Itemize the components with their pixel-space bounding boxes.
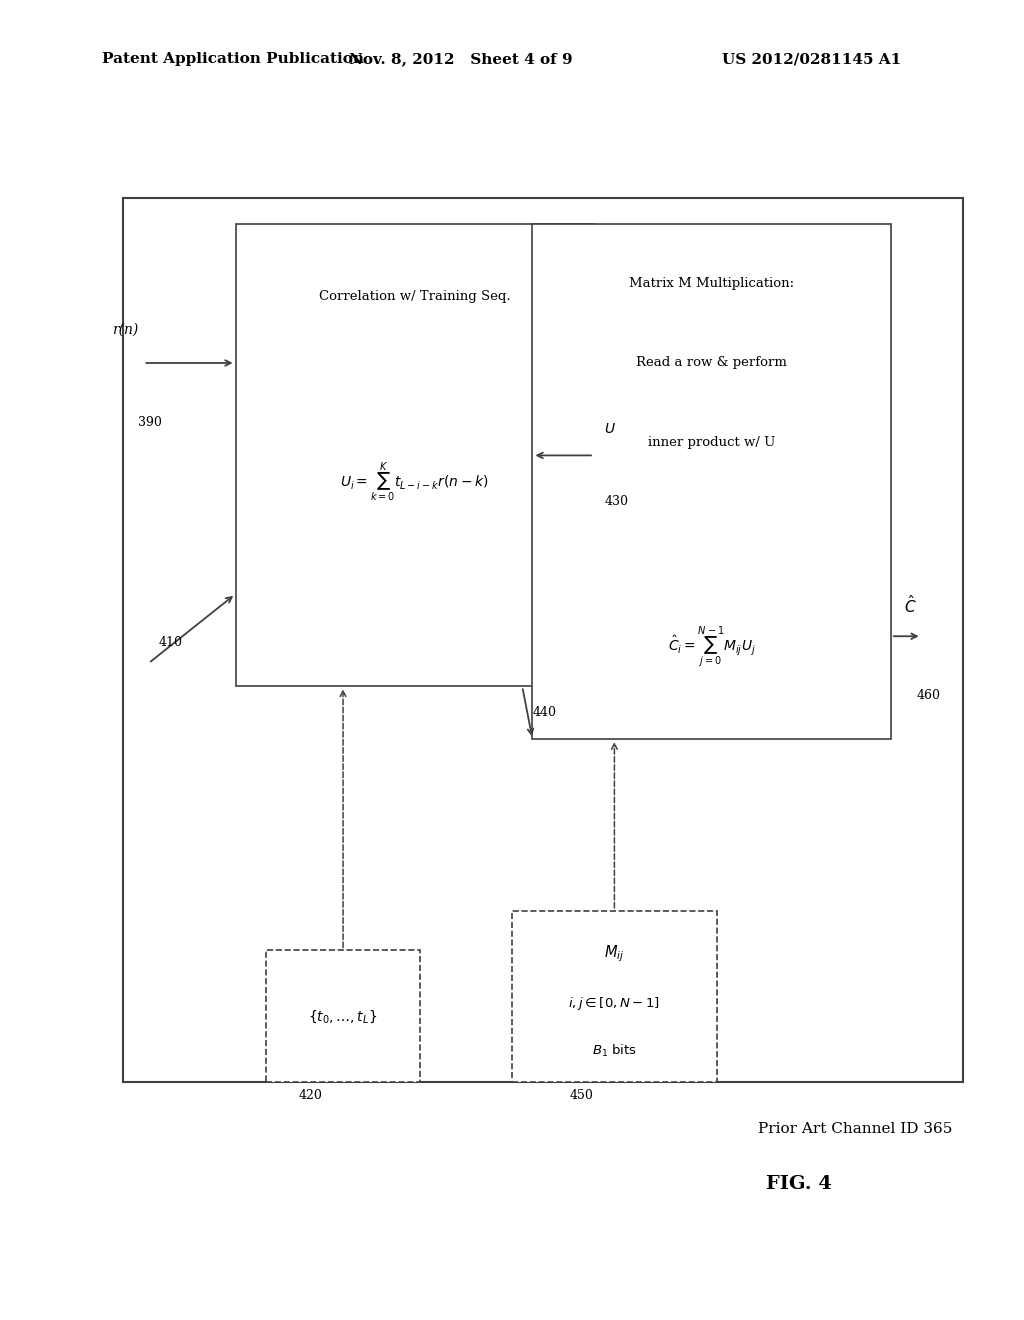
Text: U: U (604, 421, 614, 436)
Text: $\hat{C}_i = \sum_{j=0}^{N-1} M_{ij} U_j$: $\hat{C}_i = \sum_{j=0}^{N-1} M_{ij} U_j… (668, 624, 756, 669)
Text: $U_i = \sum_{k=0}^{K} t_{L-i-k} r(n-k)$: $U_i = \sum_{k=0}^{K} t_{L-i-k} r(n-k)$ (340, 459, 489, 504)
Text: Correlation w/ Training Seq.: Correlation w/ Training Seq. (318, 290, 511, 304)
Text: $\{t_0,\ldots,t_L\}$: $\{t_0,\ldots,t_L\}$ (308, 1008, 378, 1024)
FancyBboxPatch shape (266, 950, 420, 1082)
FancyBboxPatch shape (236, 224, 594, 686)
Text: inner product w/ U: inner product w/ U (648, 436, 775, 449)
Text: Patent Application Publication: Patent Application Publication (102, 53, 365, 66)
Text: $i, j \in [0, N-1]$: $i, j \in [0, N-1]$ (568, 995, 660, 1011)
Text: 410: 410 (159, 636, 182, 649)
Text: US 2012/0281145 A1: US 2012/0281145 A1 (722, 53, 901, 66)
Text: 450: 450 (570, 1089, 594, 1102)
Text: $M_{ij}$: $M_{ij}$ (604, 944, 625, 965)
Text: 430: 430 (604, 495, 628, 508)
FancyBboxPatch shape (512, 911, 717, 1082)
Text: FIG. 4: FIG. 4 (766, 1175, 831, 1193)
Text: $\hat{C}$: $\hat{C}$ (904, 594, 916, 616)
Text: Prior Art Channel ID 365: Prior Art Channel ID 365 (758, 1122, 952, 1137)
Text: 460: 460 (916, 689, 940, 702)
Text: 440: 440 (532, 706, 556, 719)
Text: r(n): r(n) (112, 322, 138, 337)
FancyBboxPatch shape (532, 224, 891, 739)
Text: 390: 390 (138, 416, 162, 429)
Text: Read a row & perform: Read a row & perform (636, 356, 787, 370)
Text: Matrix M Multiplication:: Matrix M Multiplication: (629, 277, 795, 290)
Text: 420: 420 (299, 1089, 323, 1102)
FancyBboxPatch shape (123, 198, 963, 1082)
Text: $B_1$ bits: $B_1$ bits (592, 1043, 637, 1059)
Text: Nov. 8, 2012   Sheet 4 of 9: Nov. 8, 2012 Sheet 4 of 9 (349, 53, 572, 66)
